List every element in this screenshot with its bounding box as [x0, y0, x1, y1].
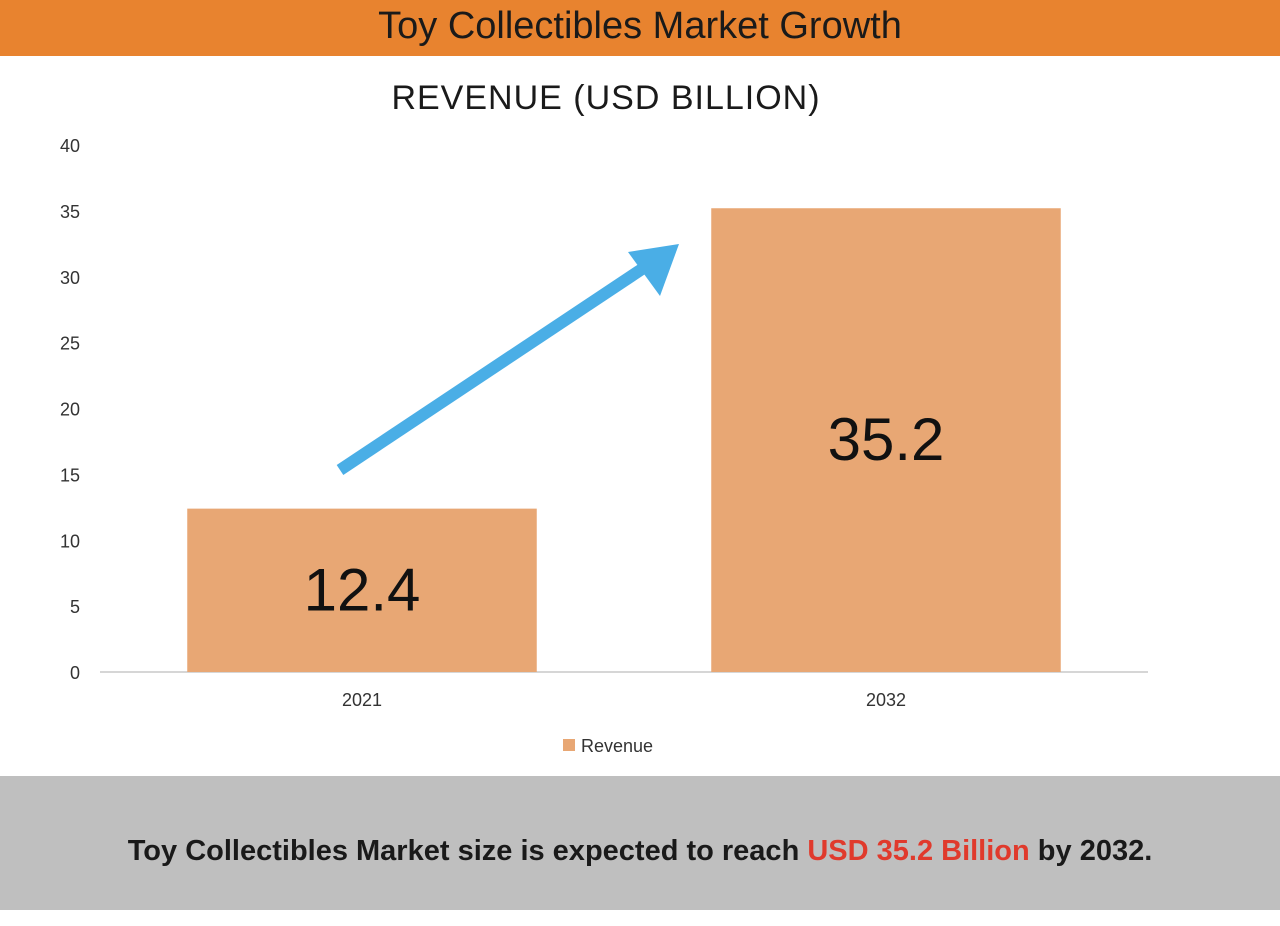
footer-highlight: USD 35.2 Billion [807, 835, 1030, 867]
y-tick-label: 30 [60, 268, 80, 288]
growth-arrow-shaft [336, 260, 652, 475]
header-title: Toy Collectibles Market Growth [378, 5, 902, 47]
data-label-2021: 12.4 [304, 556, 421, 623]
x-tick-label: 2032 [866, 690, 906, 710]
chart-area: REVENUE (USD BILLION) 0 5 10 15 20 25 30 35 40 12.… [0, 56, 1280, 776]
y-tick-label: 15 [60, 465, 80, 485]
revenue-bar-chart: REVENUE (USD BILLION) 0 5 10 15 20 25 30 35 40 12.… [60, 79, 1148, 756]
x-tick-label: 2021 [342, 690, 382, 710]
footer-banner: Toy Collectibles Market size is expected… [0, 776, 1280, 910]
y-tick-label: 35 [60, 202, 80, 222]
y-tick-label: 40 [60, 136, 80, 156]
footer-text-prefix: Toy Collectibles Market size is expected… [127, 835, 808, 867]
legend-label: Revenue [581, 736, 653, 756]
y-tick-label: 20 [60, 400, 80, 420]
bar-2021 [187, 508, 537, 672]
legend-swatch [563, 739, 575, 751]
y-tick-label: 25 [60, 334, 80, 354]
y-tick-label: 0 [70, 663, 80, 683]
y-tick-label: 5 [70, 597, 80, 617]
growth-arrow-head [628, 244, 679, 296]
footer-text-suffix: by 2032. [1029, 835, 1153, 867]
bar-2032 [711, 208, 1061, 673]
y-tick-label: 10 [60, 531, 80, 551]
chart-title: REVENUE (USD BILLION) [391, 79, 820, 117]
header-banner: Toy Collectibles Market Growth [0, 0, 1280, 56]
data-label-2032: 35.2 [828, 406, 945, 473]
